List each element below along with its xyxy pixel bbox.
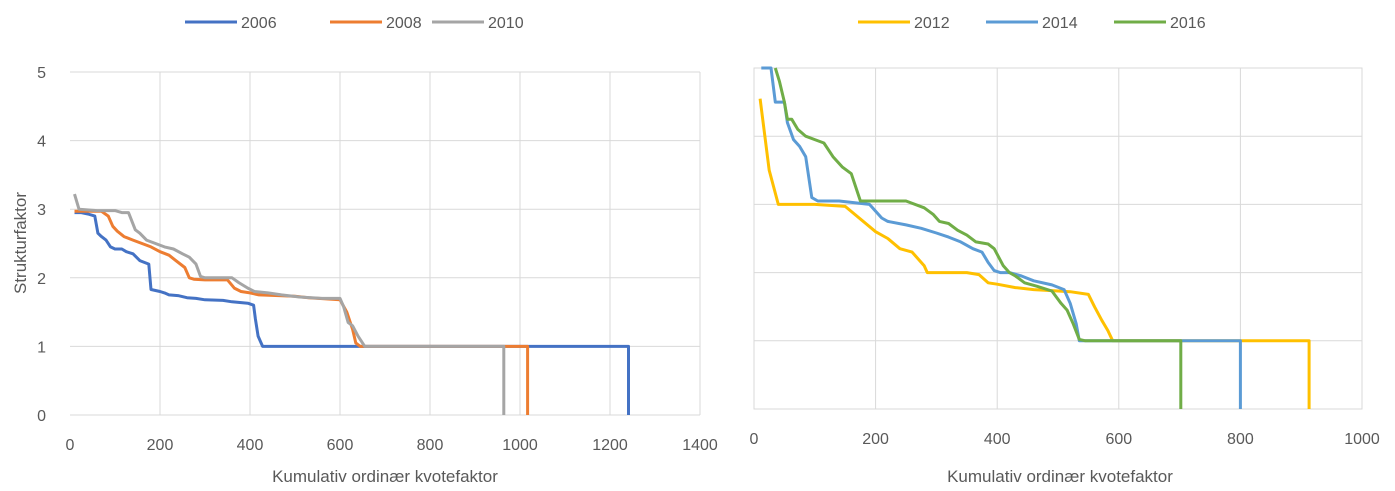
legend-label-2014: 2014 <box>1042 15 1078 32</box>
series-line-2008 <box>74 209 530 415</box>
x-axis-label: Kumulativ ordinær kvotefaktor <box>272 467 498 486</box>
gridlines <box>70 71 701 415</box>
legend: 2006 2008 2010 <box>185 15 524 32</box>
series-line-2016 <box>773 67 1183 409</box>
gridlines <box>754 67 1363 409</box>
legend-label-2008: 2008 <box>386 15 422 32</box>
series-line-2012 <box>758 98 1311 409</box>
x-tick-label: 800 <box>1227 431 1254 448</box>
series-lines <box>73 193 630 415</box>
x-tick-labels: 0 200 400 600 800 1000 1200 1400 <box>66 437 718 454</box>
y-tick-label: 3 <box>37 202 46 219</box>
legend-label-2006: 2006 <box>241 15 277 32</box>
x-tick-label: 200 <box>862 431 889 448</box>
x-tick-label: 600 <box>1105 431 1132 448</box>
x-tick-label: 200 <box>147 437 174 454</box>
legend-label-2012: 2012 <box>914 15 950 32</box>
y-tick-label: 5 <box>37 65 46 82</box>
y-tick-label: 2 <box>37 271 46 288</box>
x-tick-label: 1400 <box>682 437 718 454</box>
x-tick-label: 600 <box>327 437 354 454</box>
x-tick-label: 1000 <box>1344 431 1380 448</box>
y-axis-label: Strukturfaktor <box>11 192 30 294</box>
x-tick-label: 400 <box>984 431 1011 448</box>
x-tick-labels: 0 200 400 600 800 1000 <box>750 431 1380 448</box>
chart-right: 0 200 400 600 800 1000 2012 2014 2016 Kumulativ… <box>750 15 1380 486</box>
x-tick-label: 800 <box>417 437 444 454</box>
x-tick-label: 0 <box>66 437 75 454</box>
x-tick-label: 1000 <box>502 437 538 454</box>
legend-label-2016: 2016 <box>1170 15 1206 32</box>
series-line-2006 <box>74 211 630 415</box>
x-axis-label: Kumulativ ordinær kvotefaktor <box>947 467 1173 486</box>
legend-label-2010: 2010 <box>488 15 524 32</box>
x-tick-label: 0 <box>750 431 759 448</box>
y-tick-label: 1 <box>37 339 46 356</box>
legend: 2012 2014 2016 <box>858 15 1206 32</box>
series-line-2010 <box>73 193 506 415</box>
series-lines <box>758 66 1311 409</box>
y-tick-label: 0 <box>37 408 46 425</box>
x-tick-label: 400 <box>237 437 264 454</box>
plot-area-border <box>753 67 1363 410</box>
series-line-2014 <box>761 66 1242 409</box>
x-tick-label: 1200 <box>592 437 628 454</box>
y-tick-labels: 0 1 2 3 4 5 <box>37 65 46 425</box>
y-tick-label: 4 <box>37 134 46 151</box>
